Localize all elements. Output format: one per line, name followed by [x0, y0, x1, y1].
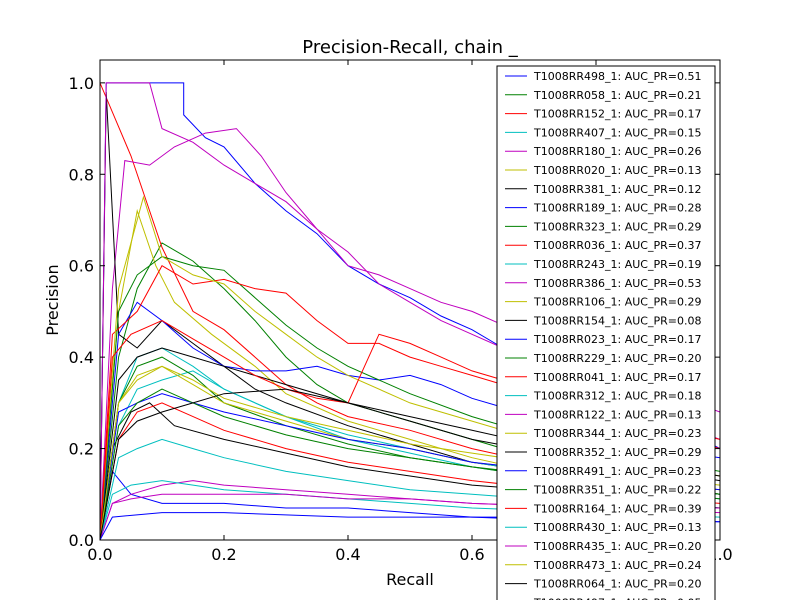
legend-label-14: T1008RR023_1: AUC_PR=0.17 — [533, 333, 701, 346]
pr-curve-21 — [100, 393, 720, 540]
legend-box — [496, 65, 716, 600]
x-tick-label-2: 0.4 — [335, 545, 360, 564]
legend-label-23: T1008RR164_1: AUC_PR=0.39 — [533, 502, 701, 515]
legend-label-6: T1008RR381_1: AUC_PR=0.12 — [533, 183, 701, 196]
legend-label-13: T1008RR154_1: AUC_PR=0.08 — [533, 314, 701, 327]
y-tick-label-3: 0.6 — [69, 257, 94, 276]
x-axis-label: Recall — [386, 570, 434, 589]
legend-label-2: T1008RR152_1: AUC_PR=0.17 — [533, 108, 701, 121]
legend: T1008RR498_1: AUC_PR=0.51 T1008RR058_1: A… — [496, 65, 716, 600]
legend-label-21: T1008RR491_1: AUC_PR=0.23 — [533, 465, 701, 478]
legend-label-17: T1008RR312_1: AUC_PR=0.18 — [533, 390, 701, 403]
legend-label-12: T1008RR106_1: AUC_PR=0.29 — [533, 296, 701, 309]
legend-label-9: T1008RR036_1: AUC_PR=0.37 — [533, 239, 701, 252]
pr-curve-27 — [100, 388, 720, 540]
y-tick-label-4: 0.8 — [69, 165, 94, 184]
pr-curve-22 — [100, 388, 720, 540]
legend-label-8: T1008RR323_1: AUC_PR=0.29 — [533, 220, 701, 233]
legend-label-16: T1008RR041_1: AUC_PR=0.17 — [533, 371, 701, 384]
y-tick-label-0: 0.0 — [69, 531, 94, 550]
legend-label-19: T1008RR344_1: AUC_PR=0.23 — [533, 427, 701, 440]
pr-curve-5 — [100, 208, 720, 540]
legend-label-27: T1008RR064_1: AUC_PR=0.20 — [533, 578, 701, 591]
legend-label-10: T1008RR243_1: AUC_PR=0.19 — [533, 258, 701, 271]
pr-curve-13 — [100, 402, 720, 540]
legend-label-11: T1008RR386_1: AUC_PR=0.53 — [533, 277, 701, 290]
legend-label-26: T1008RR473_1: AUC_PR=0.24 — [533, 559, 701, 572]
legend-label-1: T1008RR058_1: AUC_PR=0.21 — [533, 89, 701, 102]
y-tick-label-2: 0.4 — [69, 348, 94, 367]
pr-curve-16 — [100, 402, 720, 540]
pr-curve-10 — [100, 370, 720, 540]
x-tick-label-3: 0.6 — [459, 545, 484, 564]
legend-label-7: T1008RR189_1: AUC_PR=0.28 — [533, 202, 701, 215]
plot-frame — [99, 59, 721, 541]
legend-label-25: T1008RR435_1: AUC_PR=0.20 — [533, 540, 701, 553]
series-layer — [100, 82, 720, 540]
pr-curve-24 — [100, 480, 720, 540]
legend-label-20: T1008RR352_1: AUC_PR=0.29 — [533, 446, 701, 459]
y-tick-label-1: 0.2 — [69, 440, 94, 459]
legend-label-4: T1008RR180_1: AUC_PR=0.26 — [533, 145, 701, 158]
x-tick-label-1: 0.2 — [211, 545, 236, 564]
legend-label-24: T1008RR430_1: AUC_PR=0.13 — [533, 521, 701, 534]
legend-label-15: T1008RR229_1: AUC_PR=0.20 — [533, 352, 701, 365]
y-tick-label-5: 1.0 — [69, 74, 94, 93]
legend-label-3: T1008RR407_1: AUC_PR=0.15 — [533, 126, 701, 139]
pr-curve-6 — [100, 91, 720, 540]
legend-label-22: T1008RR351_1: AUC_PR=0.22 — [533, 484, 701, 497]
pr-curve-26 — [100, 365, 720, 540]
legend-label-28: T1008RR497_1: AUC_PR=0.05 — [533, 596, 701, 600]
chart-title: Precision-Recall, chain _ — [302, 37, 518, 58]
legend-label-5: T1008RR020_1: AUC_PR=0.13 — [533, 164, 701, 177]
y-axis-label: Precision — [43, 264, 62, 335]
legend-label-18: T1008RR122_1: AUC_PR=0.13 — [533, 408, 701, 421]
legend-label-0: T1008RR498_1: AUC_PR=0.51 — [533, 70, 701, 83]
x-tick-label-0: 0.0 — [87, 545, 112, 564]
pr-curve-15 — [100, 356, 720, 540]
pr-curve-17 — [100, 438, 720, 540]
